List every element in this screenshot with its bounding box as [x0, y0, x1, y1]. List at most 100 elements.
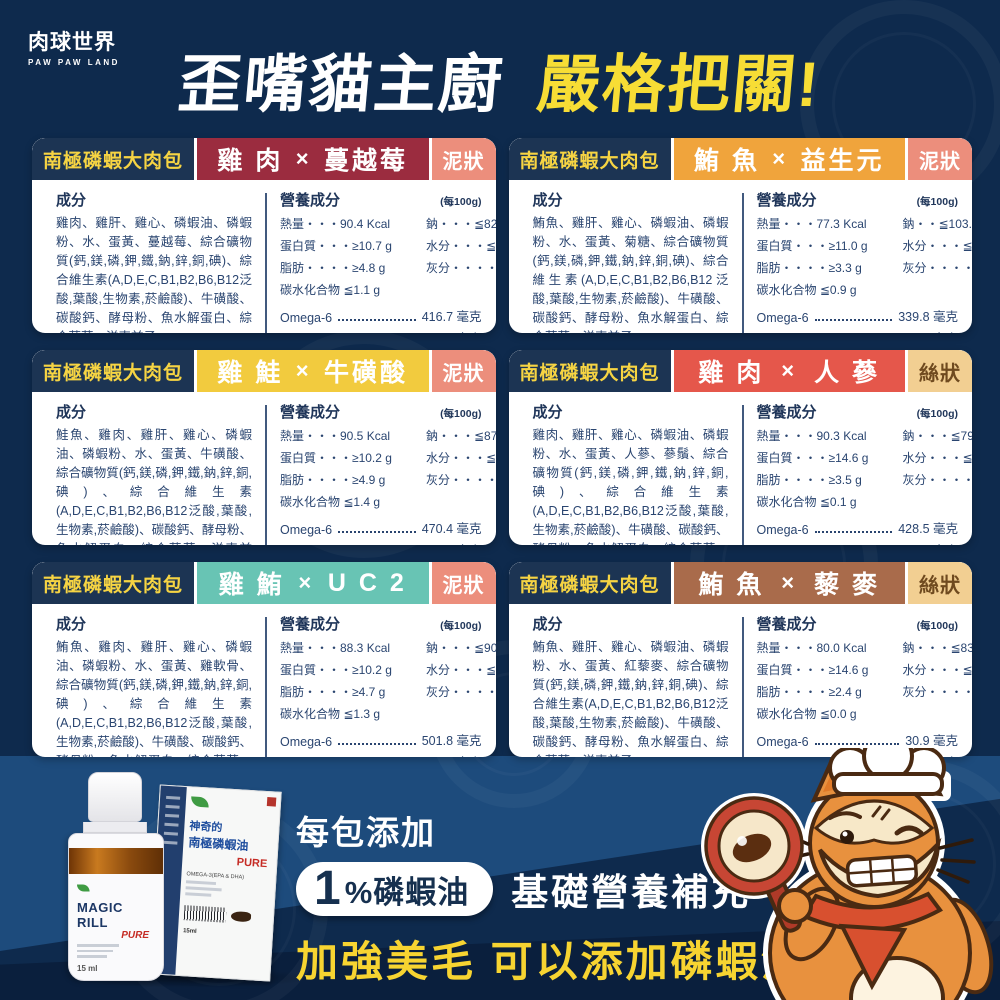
nutrition-row: 水分・・・≦81.7 g [902, 663, 973, 677]
brand-subtitle: PAW PAW LAND [28, 58, 120, 67]
flavor-right-label: 牛磺酸 [324, 359, 409, 387]
card-header: 南極磷蝦大肉包 鮪 魚 × 益生元 泥狀 [508, 138, 972, 180]
promo-line1: 每包添加 [296, 814, 436, 851]
title-yellow: 嚴格把關! [534, 50, 824, 120]
nutrition-row: 水分・・・≦80.5 g [902, 451, 973, 465]
omega3-row: Omega-3111.9 毫克 [757, 540, 958, 545]
nutrition-column: 營養成分 (每100g) 熱量・・・90.3 Kcal 蛋白質・・・≥14.6 … [756, 401, 973, 545]
cross-icon: × [295, 358, 312, 383]
nutrition-col-1: 熱量・・・77.3 Kcal 蛋白質・・・≥11.0 g 脂肪・・・・≥3.3 … [757, 215, 895, 303]
flavor-right-label: U C 2 [327, 568, 407, 597]
nutrition-row: 灰分・・・・≦1.3 g [902, 261, 973, 275]
nutrition-col-1: 熱量・・・88.3 Kcal 蛋白質・・・≥10.2 g 脂肪・・・・≥4.7 … [280, 639, 418, 727]
nutrition-column: 營養成分 (每100g) 熱量・・・77.3 Kcal 蛋白質・・・≥11.0 … [757, 189, 973, 333]
nutrition-row: 熱量・・・77.3 Kcal [756, 217, 867, 231]
omega3-row: Omega-3108.3 毫克 [757, 328, 958, 333]
per-100g-label: (每100g) [440, 620, 482, 632]
box-face: 神奇的 南極磷蝦油 PURE OMEGA-3(EPA & DHA) 15ml [175, 787, 280, 980]
product-name-badge: 南極磷蝦大肉包 [508, 350, 671, 392]
product-card: 南極磷蝦大肉包 雞 鮪 × U C 2 泥狀 成分 鮪魚、雞肉、雞肝、雞心、磷蝦… [32, 562, 496, 757]
nutrition-col-2: 鈉・・・≦90.3 mg 水分・・・≦82.5 g 灰分・・・・≦1.3 g [426, 639, 496, 727]
product-name-badge: 南極磷蝦大肉包 [32, 562, 194, 604]
omega6-row: Omega-6 30.9 毫克 [756, 734, 959, 749]
nutrition-row: 灰分・・・・≦1.3 g [426, 473, 496, 487]
nutrition-row: 碳水化合物 ≦0.9 g [756, 283, 857, 297]
bottle-label: MAGIC RILL PURE 15 ml [69, 874, 163, 973]
bottle-pump [88, 772, 142, 822]
texture-badge: 泥狀 [431, 562, 496, 604]
nutrition-col-2: 鈉・・・≦83.2 mg 水分・・・≦81.7 g 灰分・・・・≦1.3 g [903, 639, 973, 727]
nutrition-col-1: 熱量・・・90.3 Kcal 蛋白質・・・≥14.6 g 脂肪・・・・≥3.5 … [757, 427, 895, 515]
texture-badge: 泥狀 [431, 138, 496, 180]
nutrition-row: 灰分・・・・≦1.3 g [426, 261, 496, 275]
product-name-badge: 南極磷蝦大肉包 [32, 138, 194, 180]
nutrition-column: 營養成分 (每100g) 熱量・・・80.0 Kcal 蛋白質・・・≥14.6 … [756, 613, 973, 757]
column-divider [265, 193, 267, 333]
flavor-badge: 雞 肉 × 蔓越莓 [197, 138, 429, 180]
nutrition-row: 碳水化合物 ≦1.4 g [280, 495, 381, 509]
leaf-logo-icon [190, 796, 210, 808]
ingredients-title: 成分 [56, 404, 87, 421]
fine-print-bar [185, 892, 212, 897]
fine-print-bar [77, 944, 119, 947]
per-100g-label: (每100g) [440, 408, 482, 420]
nutrition-row: 脂肪・・・・≥4.8 g [280, 261, 386, 275]
omega6-row: Omega-6 501.8 毫克 [280, 734, 482, 749]
title-white: 歪嘴貓主廚 [175, 50, 507, 120]
omega3-row: Omega-3114.9 毫克 [280, 752, 482, 757]
texture-badge: 泥狀 [431, 350, 496, 392]
brand-name: 肉球世界 [28, 31, 116, 54]
nutrition-row: 蛋白質・・・≥11.0 g [756, 239, 868, 253]
nutrition-row: 脂肪・・・・≥3.5 g [756, 473, 862, 487]
nutrition-title: 營養成分 [280, 616, 341, 633]
bottle-collar [83, 822, 147, 833]
card-body: 成分 鮪魚、雞肉、雞肝、雞心、磷蝦油、磷蝦粉、水、蛋黃、雞軟骨、綜合礦物質(鈣,… [32, 604, 496, 757]
product-card: 南極磷蝦大肉包 鮪 魚 × 益生元 泥狀 成分 鮪魚、雞肝、雞心、磷蝦油、磷蝦粉… [508, 138, 973, 333]
promo-line3: 加強美毛 可以添加磷蝦油 [296, 938, 806, 985]
nutrition-col-1: 熱量・・・90.5 Kcal 蛋白質・・・≥10.2 g 脂肪・・・・≥4.9 … [280, 427, 418, 515]
flavor-badge: 鮪 魚 × 藜 麥 [673, 562, 905, 604]
ingredients-title: 成分 [532, 404, 563, 421]
promo-block: 每包添加 1 %磷蝦油 基礎營養補充 加強美毛 可以添加磷蝦油 [296, 806, 806, 989]
nutrition-column: 營養成分 (每100g) 熱量・・・90.4 Kcal 蛋白質・・・≥10.7 … [280, 189, 496, 333]
card-body: 成分 鮭魚、雞肉、雞肝、雞心、磷蝦油、磷蝦粉、水、蛋黃、牛磺酸、綜合礦物質(鈣,… [32, 392, 496, 545]
ingredients-column: 成分 雞肉、雞肝、雞心、磷蝦油、磷蝦粉、水、蛋黃、蔓越莓、綜合礦物質(鈣,鎂,磷… [56, 189, 252, 333]
flavor-right-label: 藜 麥 [814, 571, 881, 599]
box-title-line3: PURE [236, 856, 268, 871]
nutrition-row: 碳水化合物 ≦1.3 g [280, 707, 381, 721]
nutrition-row: 蛋白質・・・≥10.7 g [280, 239, 392, 253]
nutrition-title: 營養成分 [756, 616, 817, 633]
bottle-sub-name: PURE [121, 930, 149, 941]
nutrition-title: 營養成分 [280, 404, 341, 421]
column-divider [741, 405, 744, 545]
nutrition-row: 熱量・・・88.3 Kcal [280, 641, 391, 655]
bottle-name: MAGIC RILL [77, 900, 123, 930]
nutrition-row: 鈉・・・≦79.8 mg [902, 429, 973, 443]
nutrition-row: 水分・・・≦83.5 g [902, 239, 973, 253]
product-card: 南極磷蝦大肉包 鮪 魚 × 藜 麥 絲狀 成分 鮪魚、雞肝、雞心、磷蝦油、磷蝦粉… [508, 562, 973, 757]
product-bottle: MAGIC RILL PURE 15 ml [68, 772, 164, 981]
paw [777, 888, 813, 924]
nutrition-row: 熱量・・・80.0 Kcal [756, 641, 867, 655]
nutrition-row: 水分・・・≦82.2 g [426, 451, 496, 465]
ingredients-column: 成分 雞肉、雞肝、雞心、磷蝦油、磷蝦粉、水、蛋黃、人蔘、蔘鬚、綜合礦物質(鈣,鎂… [533, 401, 729, 545]
fine-print-bar [185, 886, 222, 892]
omega3-row: Omega-3110.9 毫克 [280, 328, 482, 333]
red-seal-icon [266, 797, 277, 807]
ingredients-title: 成分 [532, 192, 563, 209]
card-header: 南極磷蝦大肉包 鮪 魚 × 藜 麥 絲狀 [508, 562, 972, 604]
nutrition-row: 脂肪・・・・≥4.7 g [280, 685, 386, 699]
product-name-badge: 南極磷蝦大肉包 [32, 350, 194, 392]
card-header: 南極磷蝦大肉包 雞 肉 × 人 蔘 絲狀 [508, 350, 972, 392]
bottle-body: MAGIC RILL PURE 15 ml [68, 833, 164, 981]
column-divider [741, 617, 744, 757]
cross-icon: × [298, 570, 315, 595]
card-body: 成分 雞肉、雞肝、雞心、磷蝦油、磷蝦粉、水、蛋黃、蔓越莓、綜合礦物質(鈣,鎂,磷… [32, 180, 496, 333]
nutrition-title: 營養成分 [756, 404, 817, 421]
nutrition-row: 脂肪・・・・≥2.4 g [756, 685, 862, 699]
flavor-badge: 鮪 魚 × 益生元 [673, 138, 905, 180]
card-body: 成分 雞肉、雞肝、雞心、磷蝦油、磷蝦粉、水、蛋黃、人蔘、蔘鬚、綜合礦物質(鈣,鎂… [509, 392, 973, 545]
flavor-left-label: 雞 鮭 [217, 359, 284, 387]
fine-print-bar [185, 880, 217, 886]
dot-leader [814, 319, 893, 321]
